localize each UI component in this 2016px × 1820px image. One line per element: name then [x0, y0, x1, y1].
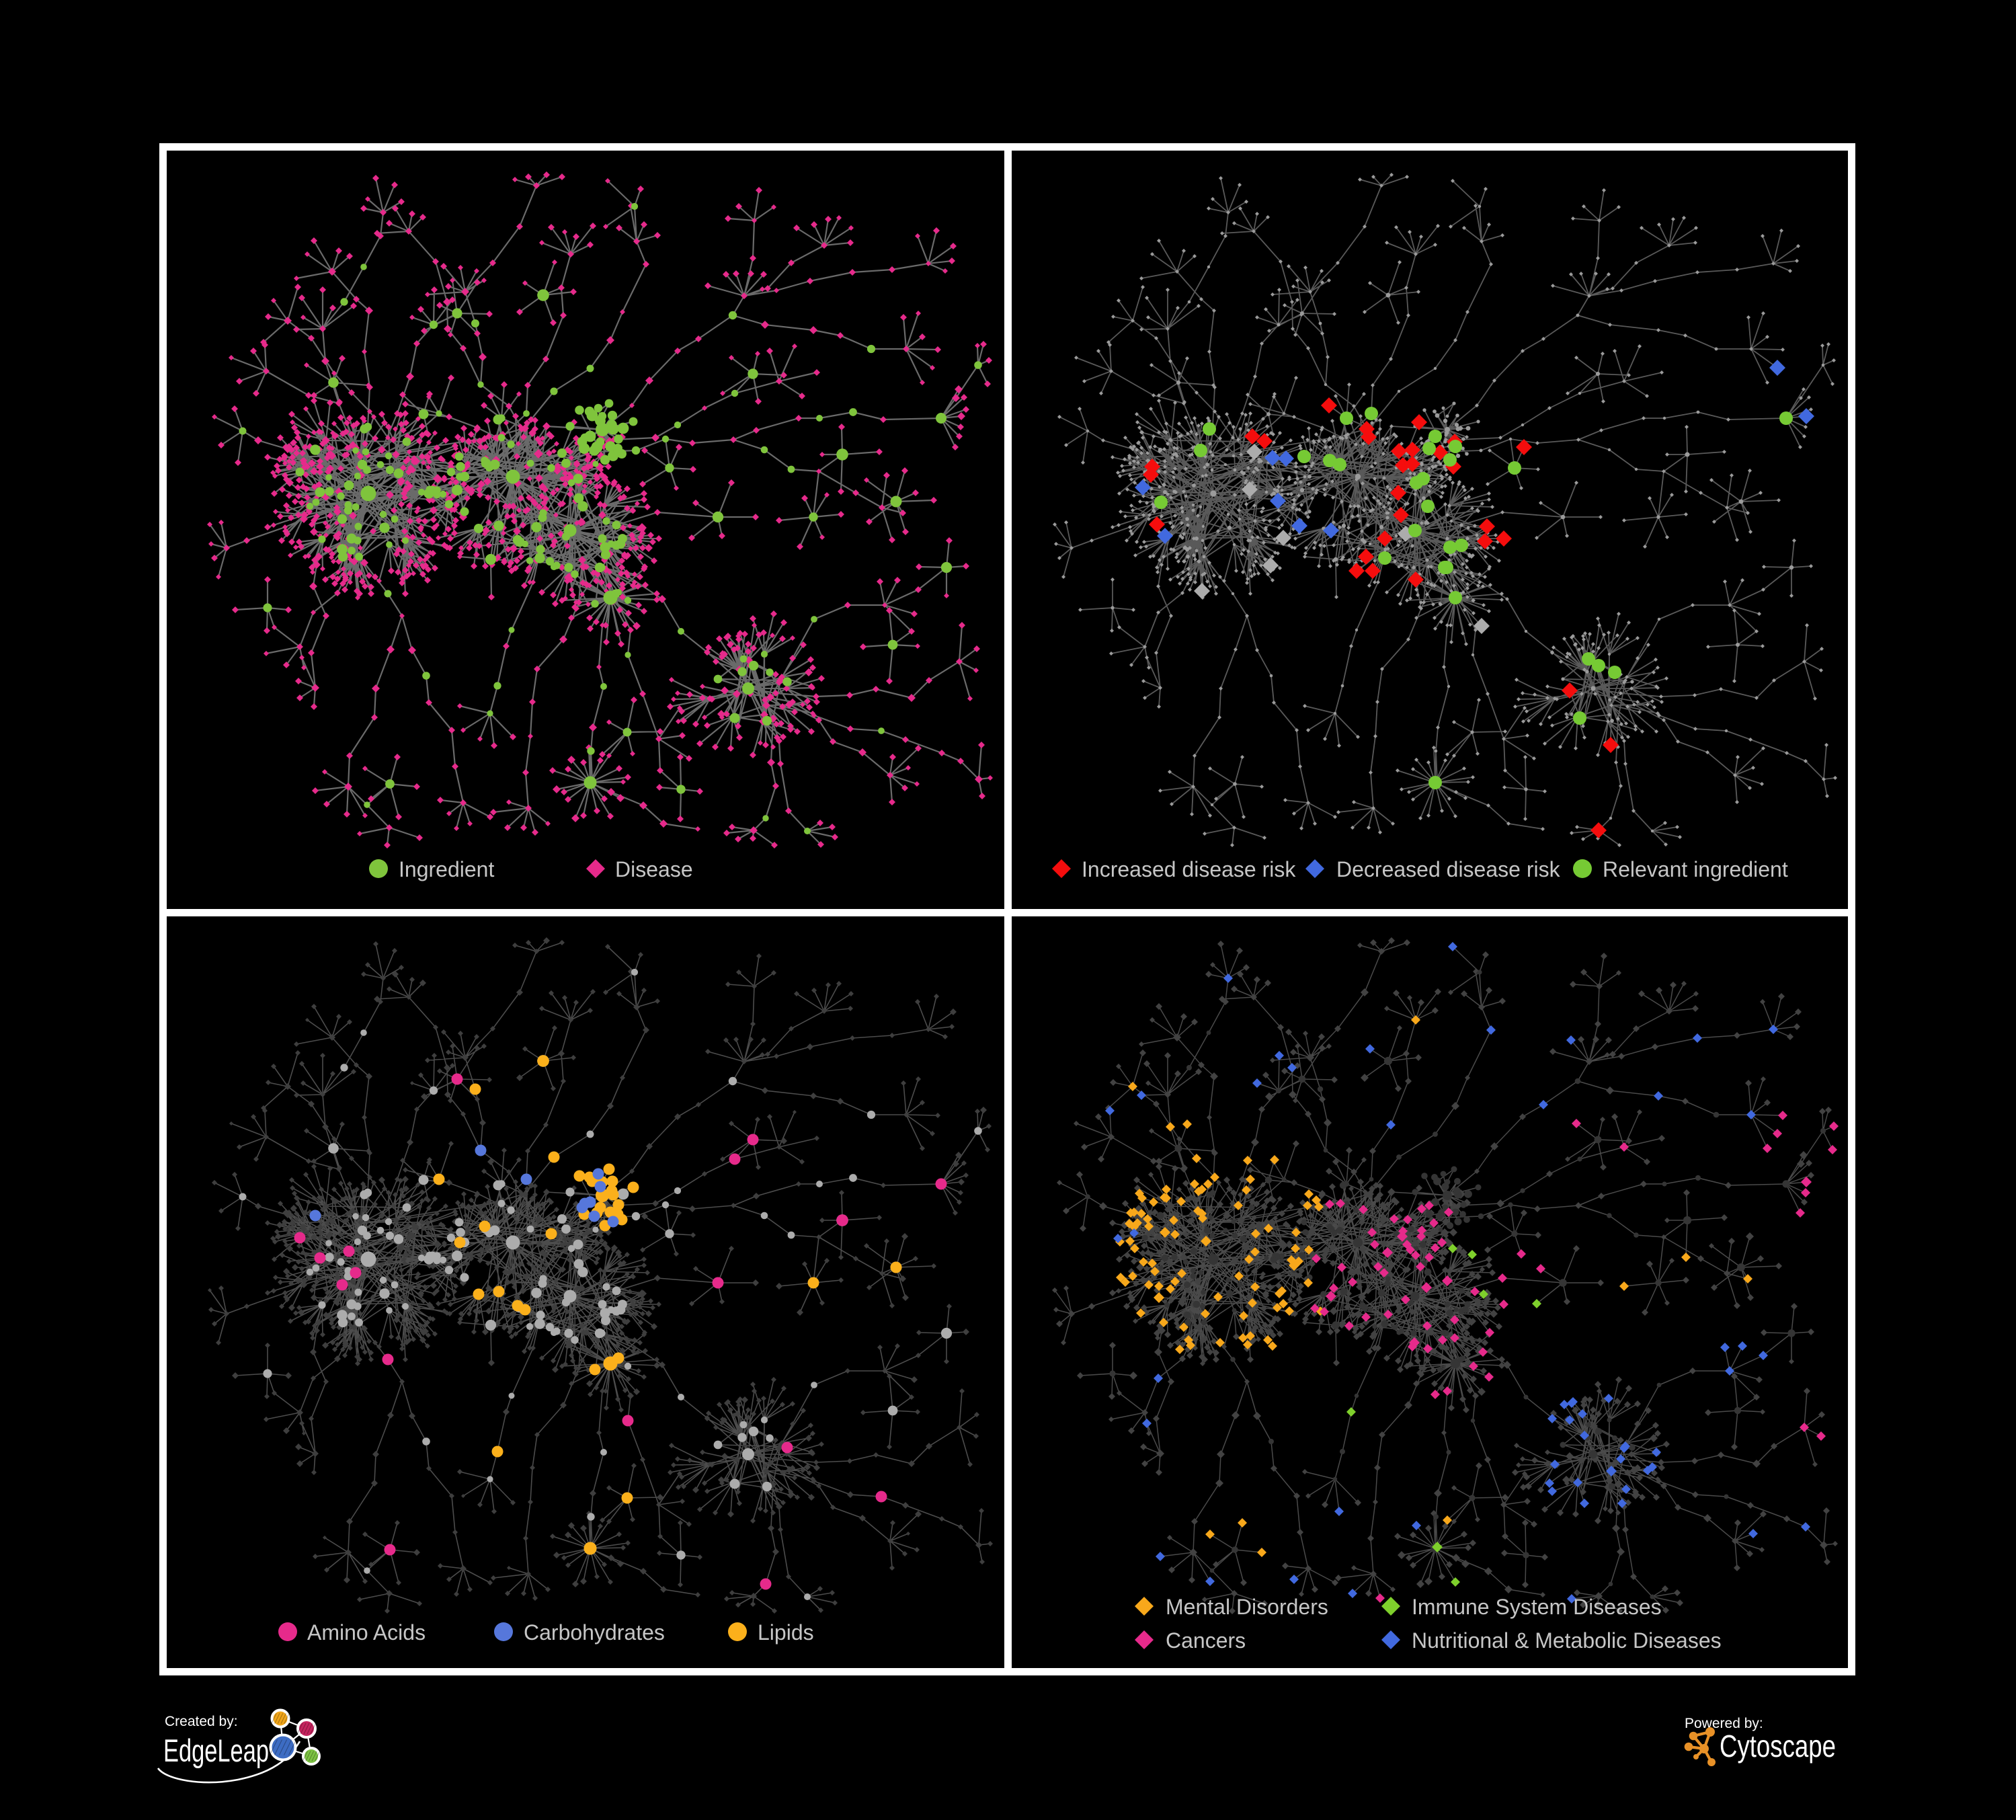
svg-text:Carbohydrates: Carbohydrates — [524, 1620, 665, 1645]
svg-text:Relevant ingredient: Relevant ingredient — [1603, 857, 1788, 881]
svg-text:Created by:: Created by: — [165, 1714, 238, 1729]
svg-text:Cancers: Cancers — [1166, 1628, 1246, 1653]
svg-text:Nutritional & Metabolic Diseas: Nutritional & Metabolic Diseases — [1412, 1628, 1722, 1653]
svg-text:Ingredient: Ingredient — [399, 857, 494, 881]
svg-text:Amino Acids: Amino Acids — [307, 1620, 426, 1645]
svg-text:Disease: Disease — [615, 857, 693, 881]
svg-text:Increased disease risk: Increased disease risk — [1082, 857, 1296, 881]
svg-text:Immune System Diseases: Immune System Diseases — [1412, 1595, 1662, 1619]
svg-text:EdgeLeap: EdgeLeap — [163, 1733, 269, 1768]
svg-text:Powered by:: Powered by: — [1685, 1716, 1763, 1731]
svg-text:Decreased disease risk: Decreased disease risk — [1336, 857, 1561, 881]
svg-text:Cytoscape: Cytoscape — [1720, 1729, 1836, 1764]
svg-text:Mental Disorders: Mental Disorders — [1166, 1595, 1328, 1619]
svg-text:Lipids: Lipids — [758, 1620, 814, 1645]
